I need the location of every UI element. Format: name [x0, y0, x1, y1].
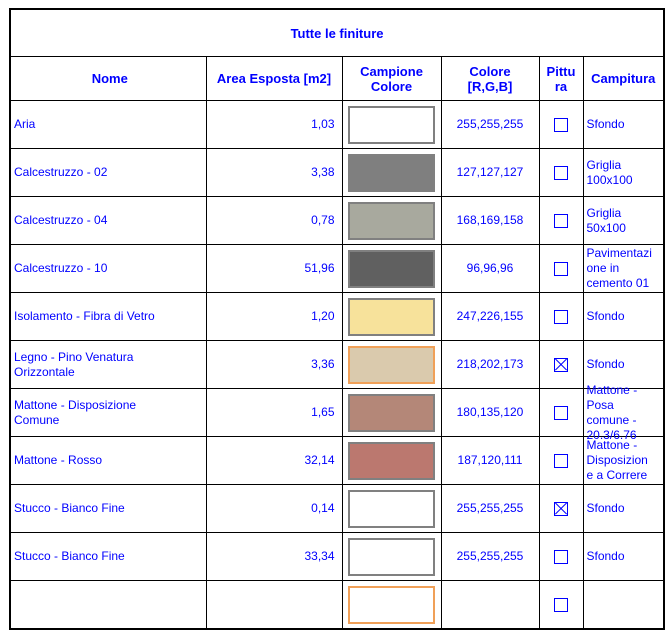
- exposed-area-value: 51,96: [304, 261, 335, 275]
- color-swatch: [348, 201, 435, 240]
- finish-row: Stucco - Bianco Fine 0,14 255,255,255 Sf…: [9, 484, 665, 533]
- exposed-area-value: 33,34: [304, 549, 335, 563]
- finish-row: Calcestruzzo - 02 3,38 127,127,127 Grigl…: [9, 148, 665, 197]
- exposed-area-value: 1,65: [311, 405, 335, 419]
- finish-name: Stucco - Bianco Fine: [14, 501, 125, 516]
- pittura-checkbox[interactable]: [554, 213, 568, 228]
- rgb-value: 255,255,255: [456, 549, 524, 563]
- campitura-value: Mattone - Posa comune - 20.3/6.76: [586, 382, 638, 442]
- exposed-area-value: 3,36: [311, 357, 335, 371]
- color-swatch: [348, 249, 435, 288]
- column-header-colore: Colore [R,G,B]: [440, 56, 540, 101]
- pittura-checkbox[interactable]: [554, 117, 568, 132]
- finish-name: Stucco - Bianco Fine: [14, 549, 125, 564]
- finish-name: Legno - Pino Venatura Orizzontale: [14, 349, 134, 379]
- pittura-checkbox[interactable]: [554, 597, 568, 612]
- table-header-row: Nome Area Esposta [m2] Campione Colore C…: [9, 56, 665, 101]
- column-header-campione: Campione Colore: [341, 56, 442, 101]
- pittura-checkbox[interactable]: [554, 501, 568, 516]
- pittura-checkbox[interactable]: [554, 453, 568, 468]
- campitura-value: Griglia 100x100: [586, 157, 633, 187]
- column-header-area: Area Esposta [m2]: [205, 56, 343, 101]
- campitura-value: Sfondo: [586, 357, 625, 371]
- color-swatch: [348, 393, 435, 432]
- finish-row: Isolamento - Fibra di Vetro 1,20 247,226…: [9, 292, 665, 341]
- pittura-checkbox[interactable]: [554, 405, 568, 420]
- finish-row: Aria 1,03 255,255,255 Sfondo: [9, 100, 665, 149]
- finish-name: Isolamento - Fibra di Vetro: [14, 309, 155, 324]
- column-header-pittura: Pittura: [538, 56, 584, 101]
- rgb-value: 255,255,255: [456, 501, 524, 515]
- campitura-value: Sfondo: [586, 117, 625, 131]
- finish-name: Mattone - Disposizione Comune: [14, 397, 137, 427]
- exposed-area-value: 0,14: [311, 501, 335, 515]
- pittura-checkbox[interactable]: [554, 261, 568, 276]
- finish-name: Calcestruzzo - 04: [14, 213, 108, 228]
- finish-row: Mattone - Disposizione Comune 1,65 180,1…: [9, 383, 665, 442]
- finishes-table-body: Aria 1,03 255,255,255 Sfondo Calcestruzz…: [9, 100, 665, 630]
- color-swatch: [348, 105, 435, 144]
- color-swatch: [348, 441, 435, 480]
- finish-row: Legno - Pino Venatura Orizzontale 3,36 2…: [9, 340, 665, 389]
- finish-row: Calcestruzzo - 10 51,96 96,96,96 Pavimen…: [9, 244, 665, 293]
- column-header-campitura: Campitura: [582, 56, 665, 101]
- finish-name: Calcestruzzo - 02: [14, 165, 108, 180]
- finish-name: Aria: [14, 117, 36, 132]
- finish-row: Calcestruzzo - 04 0,78 168,169,158 Grigl…: [9, 196, 665, 245]
- campitura-value: Pavimentazione in cemento 01: [586, 246, 652, 290]
- exposed-area-value: 0,78: [311, 213, 335, 227]
- rgb-value: 168,169,158: [456, 213, 524, 227]
- finishes-table: Tutte le finiture Nome Area Esposta [m2]…: [9, 8, 666, 630]
- campitura-value: Mattone - Disposizione a Correre: [586, 438, 648, 482]
- pittura-checkbox[interactable]: [554, 309, 568, 324]
- finish-row: Mattone - Rosso 32,14 187,120,111 Matton…: [9, 436, 665, 485]
- exposed-area-value: 1,03: [311, 117, 335, 131]
- rgb-value: 247,226,155: [456, 309, 524, 323]
- exposed-area-value: 1,20: [311, 309, 335, 323]
- rgb-value: 180,135,120: [456, 405, 524, 419]
- finish-name: Calcestruzzo - 10: [14, 261, 108, 276]
- finish-row: Stucco - Bianco Fine 33,34 255,255,255 S…: [9, 532, 665, 581]
- color-swatch: [348, 489, 435, 528]
- rgb-value: 218,202,173: [456, 357, 524, 371]
- campitura-value: Griglia 50x100: [586, 205, 626, 235]
- color-swatch: [348, 345, 435, 384]
- campitura-value: Sfondo: [586, 549, 625, 563]
- campitura-value: Sfondo: [586, 501, 625, 515]
- color-swatch: [348, 153, 435, 192]
- pittura-checkbox[interactable]: [554, 357, 568, 372]
- table-title-row: Tutte le finiture: [9, 8, 665, 57]
- rgb-value: 127,127,127: [456, 165, 524, 179]
- column-header-nome: Nome: [9, 56, 207, 101]
- rgb-value: 255,255,255: [456, 117, 524, 131]
- campitura-value: Sfondo: [586, 309, 625, 323]
- pittura-checkbox[interactable]: [554, 165, 568, 180]
- exposed-area-value: 32,14: [304, 453, 335, 467]
- table-title: Tutte le finiture: [9, 8, 665, 57]
- exposed-area-value: 3,38: [311, 165, 335, 179]
- rgb-value: 187,120,111: [457, 453, 523, 467]
- color-swatch: [348, 585, 435, 624]
- finish-name: Mattone - Rosso: [14, 453, 103, 468]
- color-swatch: [348, 537, 435, 576]
- color-swatch: [348, 297, 435, 336]
- rgb-value: 96,96,96: [466, 261, 514, 275]
- pittura-checkbox[interactable]: [554, 549, 568, 564]
